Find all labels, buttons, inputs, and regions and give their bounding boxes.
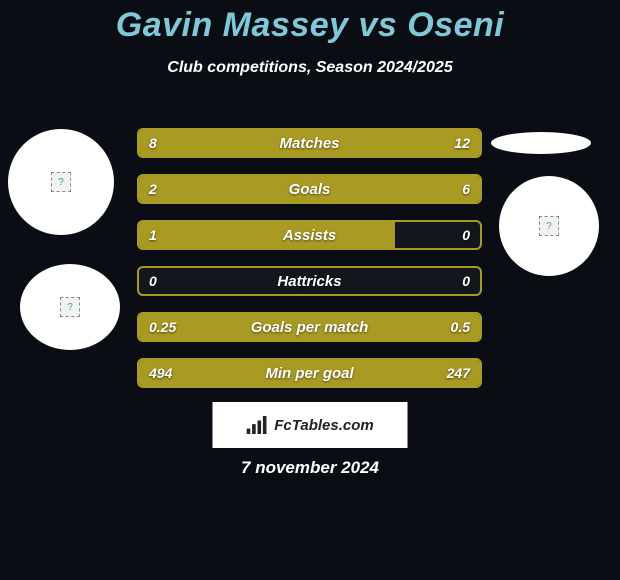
stat-value-right: 6 xyxy=(452,176,480,202)
fctables-logo-icon xyxy=(246,416,268,434)
stat-fill-left xyxy=(139,222,395,248)
stat-row: 812Matches xyxy=(137,128,482,158)
attribution-badge: FcTables.com xyxy=(213,402,408,448)
player-photo-placeholder: ? xyxy=(8,129,114,235)
stat-value-right: 0 xyxy=(452,268,480,294)
stat-value-left: 0.25 xyxy=(139,314,186,340)
stat-value-left: 1 xyxy=(139,222,167,248)
stat-fill-right xyxy=(224,176,480,202)
stat-row: 0 0Hattricks xyxy=(137,266,482,296)
decorative-ellipse xyxy=(491,132,591,154)
attribution-text: FcTables.com xyxy=(274,417,373,434)
stat-value-right: 12 xyxy=(444,130,480,156)
stat-value-left: 0 xyxy=(139,268,167,294)
date-text: 7 november 2024 xyxy=(0,458,620,478)
stat-row: 494247Min per goal xyxy=(137,358,482,388)
stat-row: 26Goals xyxy=(137,174,482,204)
stat-row: 0.250.5Goals per match xyxy=(137,312,482,342)
broken-image-icon: ? xyxy=(60,297,80,317)
page-title: Gavin Massey vs Oseni xyxy=(0,6,620,45)
stat-label: Hattricks xyxy=(139,268,480,294)
stat-value-left: 8 xyxy=(139,130,167,156)
player-photo-placeholder: ? xyxy=(20,264,120,350)
stat-value-right: 0.5 xyxy=(441,314,480,340)
broken-image-icon: ? xyxy=(539,216,559,236)
stat-value-right: 0 xyxy=(452,222,480,248)
stats-container: 812Matches26Goals10Assists00Hattricks0.2… xyxy=(137,128,482,404)
player-photo-placeholder: ? xyxy=(499,176,599,276)
stat-value-right: 247 xyxy=(437,360,480,386)
broken-image-icon: ? xyxy=(51,172,71,192)
subtitle: Club competitions, Season 2024/2025 xyxy=(0,59,620,77)
stat-value-left: 494 xyxy=(139,360,182,386)
stat-row: 10Assists xyxy=(137,220,482,250)
stat-value-left: 2 xyxy=(139,176,167,202)
